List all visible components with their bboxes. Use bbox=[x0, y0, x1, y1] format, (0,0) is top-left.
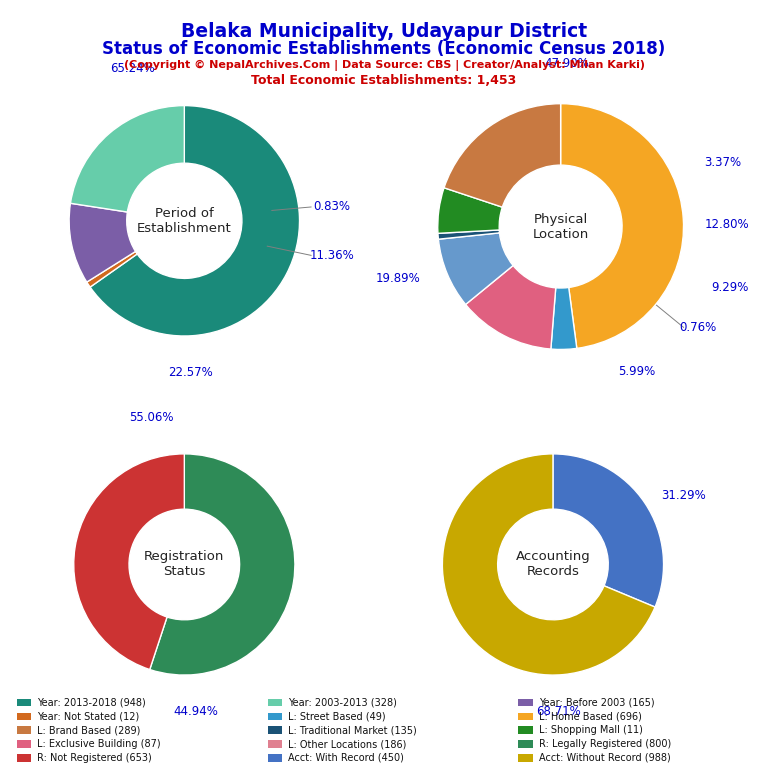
Text: 68.71%: 68.71% bbox=[536, 705, 581, 718]
Bar bbox=[17, 713, 31, 720]
Text: L: Shopping Mall (11): L: Shopping Mall (11) bbox=[539, 725, 643, 735]
Bar bbox=[518, 727, 533, 734]
Text: Status of Economic Establishments (Economic Census 2018): Status of Economic Establishments (Econo… bbox=[102, 40, 666, 58]
Text: Period of
Establishment: Period of Establishment bbox=[137, 207, 232, 235]
Wedge shape bbox=[438, 230, 499, 239]
Text: 19.89%: 19.89% bbox=[376, 272, 421, 285]
Text: 11.36%: 11.36% bbox=[310, 249, 354, 262]
Text: Year: 2013-2018 (948): Year: 2013-2018 (948) bbox=[37, 697, 146, 707]
Bar bbox=[267, 754, 282, 762]
Bar bbox=[17, 699, 31, 707]
Wedge shape bbox=[150, 454, 295, 675]
Text: L: Exclusive Building (87): L: Exclusive Building (87) bbox=[37, 739, 161, 749]
Wedge shape bbox=[551, 287, 577, 349]
Bar bbox=[518, 699, 533, 707]
Text: Year: 2003-2013 (328): Year: 2003-2013 (328) bbox=[288, 697, 397, 707]
Bar bbox=[267, 727, 282, 734]
Text: 9.29%: 9.29% bbox=[711, 282, 749, 294]
Text: L: Other Locations (186): L: Other Locations (186) bbox=[288, 739, 406, 749]
Text: 65.24%: 65.24% bbox=[110, 62, 155, 75]
Wedge shape bbox=[442, 454, 655, 675]
Text: Acct: Without Record (988): Acct: Without Record (988) bbox=[539, 753, 670, 763]
Text: 22.57%: 22.57% bbox=[167, 366, 213, 379]
Bar bbox=[267, 740, 282, 748]
Bar bbox=[518, 754, 533, 762]
Wedge shape bbox=[87, 251, 137, 287]
Text: 0.83%: 0.83% bbox=[313, 200, 350, 214]
Bar bbox=[267, 713, 282, 720]
Wedge shape bbox=[444, 104, 561, 207]
Bar bbox=[267, 699, 282, 707]
Text: 5.99%: 5.99% bbox=[618, 365, 655, 378]
Text: L: Home Based (696): L: Home Based (696) bbox=[539, 711, 642, 721]
Wedge shape bbox=[74, 454, 184, 670]
Text: 31.29%: 31.29% bbox=[661, 489, 706, 502]
Bar bbox=[518, 713, 533, 720]
Text: 55.06%: 55.06% bbox=[129, 411, 174, 424]
Text: 3.37%: 3.37% bbox=[704, 156, 741, 169]
Text: 44.94%: 44.94% bbox=[173, 705, 218, 718]
Text: R: Legally Registered (800): R: Legally Registered (800) bbox=[539, 739, 671, 749]
Text: L: Street Based (49): L: Street Based (49) bbox=[288, 711, 386, 721]
Wedge shape bbox=[69, 204, 135, 282]
Text: Physical
Location: Physical Location bbox=[532, 213, 589, 240]
Wedge shape bbox=[465, 266, 556, 349]
Bar bbox=[17, 754, 31, 762]
Text: Year: Not Stated (12): Year: Not Stated (12) bbox=[37, 711, 139, 721]
Text: Belaka Municipality, Udayapur District: Belaka Municipality, Udayapur District bbox=[181, 22, 587, 41]
Text: Total Economic Establishments: 1,453: Total Economic Establishments: 1,453 bbox=[251, 74, 517, 88]
Wedge shape bbox=[90, 105, 300, 336]
Wedge shape bbox=[71, 105, 184, 212]
Text: Accounting
Records: Accounting Records bbox=[515, 551, 591, 578]
Wedge shape bbox=[561, 104, 684, 349]
Text: 0.76%: 0.76% bbox=[680, 321, 717, 334]
Text: R: Not Registered (653): R: Not Registered (653) bbox=[37, 753, 152, 763]
Text: (Copyright © NepalArchives.Com | Data Source: CBS | Creator/Analyst: Milan Karki: (Copyright © NepalArchives.Com | Data So… bbox=[124, 60, 644, 71]
Text: Year: Before 2003 (165): Year: Before 2003 (165) bbox=[539, 697, 654, 707]
Text: 47.90%: 47.90% bbox=[545, 57, 589, 70]
Text: 12.80%: 12.80% bbox=[704, 217, 749, 230]
Text: Acct: With Record (450): Acct: With Record (450) bbox=[288, 753, 404, 763]
Text: Registration
Status: Registration Status bbox=[144, 551, 224, 578]
Wedge shape bbox=[438, 188, 502, 233]
Text: L: Traditional Market (135): L: Traditional Market (135) bbox=[288, 725, 417, 735]
Wedge shape bbox=[439, 233, 513, 304]
Bar bbox=[17, 740, 31, 748]
Bar bbox=[17, 727, 31, 734]
Text: L: Brand Based (289): L: Brand Based (289) bbox=[37, 725, 141, 735]
Wedge shape bbox=[553, 454, 664, 607]
Bar bbox=[518, 740, 533, 748]
